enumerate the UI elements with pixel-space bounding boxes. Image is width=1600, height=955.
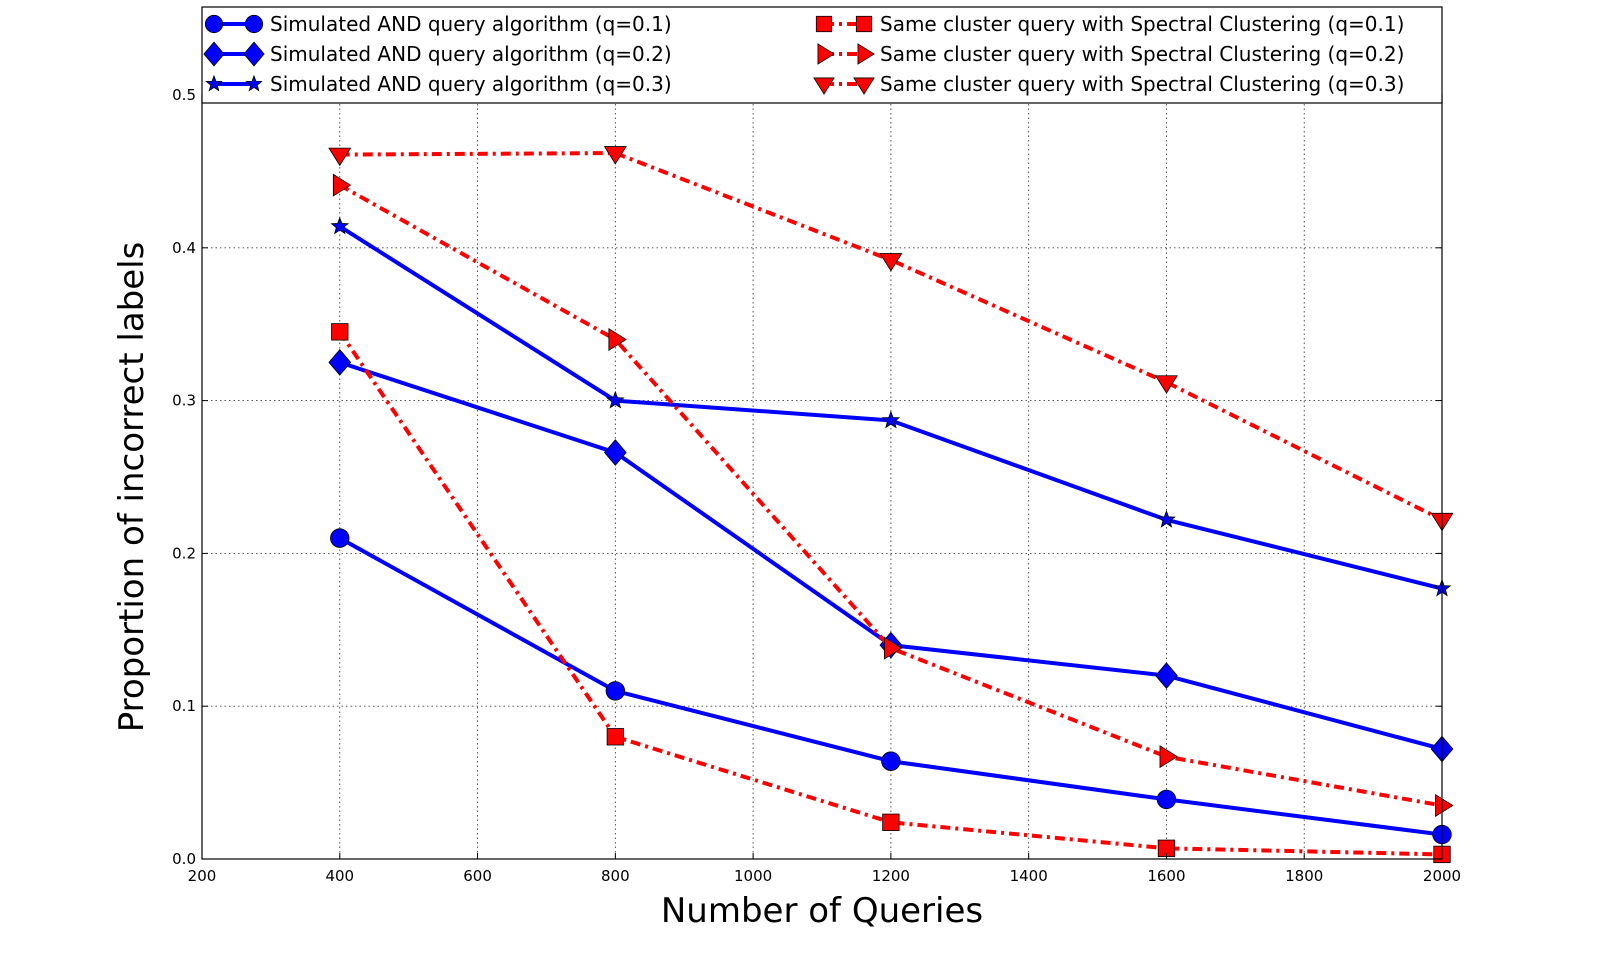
- data-point-marker: [1435, 793, 1454, 818]
- x-tick-label: 600: [463, 867, 492, 885]
- legend-marker: [205, 74, 223, 92]
- series-group: [332, 173, 1454, 818]
- x-tick-label: 800: [601, 867, 630, 885]
- data-point-marker: [1157, 509, 1176, 528]
- legend-entry: Same cluster query with Spectral Cluster…: [813, 72, 1404, 96]
- legend-label: Same cluster query with Spectral Cluster…: [880, 72, 1404, 96]
- x-tick-label: 1000: [734, 867, 772, 885]
- x-tick-label: 1400: [1010, 867, 1048, 885]
- y-tick-label: 0.3: [172, 392, 196, 410]
- y-tick-label: 0.4: [172, 239, 196, 257]
- data-point-marker: [606, 728, 624, 746]
- data-point-marker: [605, 390, 625, 409]
- axis-ticks: 200 400 600 800 1000 1200 1400 1600 1800 2000 0.0 0…: [172, 86, 1461, 885]
- legend-entry: Simulated AND query algorithm (q=0.1): [204, 12, 672, 36]
- legend-marker: [815, 15, 833, 33]
- series-line: [338, 330, 1443, 857]
- data-point-marker: [605, 681, 626, 701]
- legend-marker: [204, 14, 224, 34]
- y-tick-label: 0.2: [172, 544, 196, 562]
- legend-marker: [813, 77, 835, 95]
- legend-label: Simulated AND query algorithm (q=0.1): [270, 12, 672, 36]
- legend-marker: [203, 41, 225, 67]
- legend-marker: [817, 43, 835, 65]
- series-group: [331, 323, 1451, 864]
- series-line: [338, 536, 1443, 837]
- data-point-marker: [879, 253, 903, 272]
- x-tick-label: 2000: [1423, 867, 1461, 885]
- legend-marker: [855, 15, 873, 33]
- series-layer: [328, 146, 1454, 864]
- legend-marker: [857, 43, 875, 65]
- x-tick-label: 200: [188, 867, 217, 885]
- x-tick-label: 1600: [1147, 867, 1185, 885]
- legend-label: Simulated AND query algorithm (q=0.2): [270, 42, 672, 66]
- data-point-marker: [330, 216, 350, 235]
- x-axis-title: Number of Queries: [661, 891, 983, 931]
- data-point-marker: [328, 147, 352, 167]
- data-point-marker: [331, 323, 349, 341]
- legend-label: Same cluster query with Spectral Cluster…: [880, 42, 1404, 66]
- y-axis-title: Proportion of incorrect labels: [112, 242, 152, 733]
- data-point-marker: [1156, 789, 1177, 810]
- data-point-marker: [603, 439, 627, 466]
- series-group: [330, 528, 1452, 845]
- data-point-marker: [330, 528, 350, 548]
- legend-label: Simulated AND query algorithm (q=0.3): [270, 72, 672, 96]
- legend-entry: Same cluster query with Spectral Cluster…: [817, 42, 1404, 66]
- legend-marker: [243, 41, 265, 67]
- series-line: [339, 151, 1443, 522]
- legend-marker: [244, 14, 264, 34]
- y-tick-label: 0.5: [172, 86, 196, 104]
- series-group: [328, 146, 1454, 532]
- data-point-marker: [603, 146, 627, 165]
- data-point-marker: [1155, 662, 1178, 690]
- data-point-marker: [881, 751, 901, 771]
- legend-entry: Simulated AND query algorithm (q=0.3): [205, 72, 672, 96]
- legend-entry: Simulated AND query algorithm (q=0.2): [203, 41, 672, 67]
- data-point-marker: [328, 349, 352, 376]
- legend-marker: [245, 74, 263, 92]
- data-point-marker: [1154, 375, 1178, 394]
- legend-label: Same cluster query with Spectral Cluster…: [880, 12, 1404, 36]
- legend-marker: [853, 77, 875, 95]
- x-tick-label: 1800: [1285, 867, 1323, 885]
- legend: Simulated AND query algorithm (q=0.1) Sim…: [201, 6, 1443, 104]
- data-point-marker: [882, 813, 900, 831]
- y-tick-label: 0.0: [172, 850, 196, 868]
- legend-entry: Same cluster query with Spectral Cluster…: [815, 12, 1404, 36]
- data-point-marker: [881, 410, 901, 429]
- data-point-marker: [332, 173, 352, 197]
- data-point-marker: [608, 327, 627, 352]
- data-point-marker: [1159, 745, 1178, 769]
- x-tick-label: 1200: [872, 867, 910, 885]
- x-tick-label: 400: [325, 867, 354, 885]
- data-point-marker: [884, 636, 903, 660]
- y-tick-label: 0.1: [172, 697, 196, 715]
